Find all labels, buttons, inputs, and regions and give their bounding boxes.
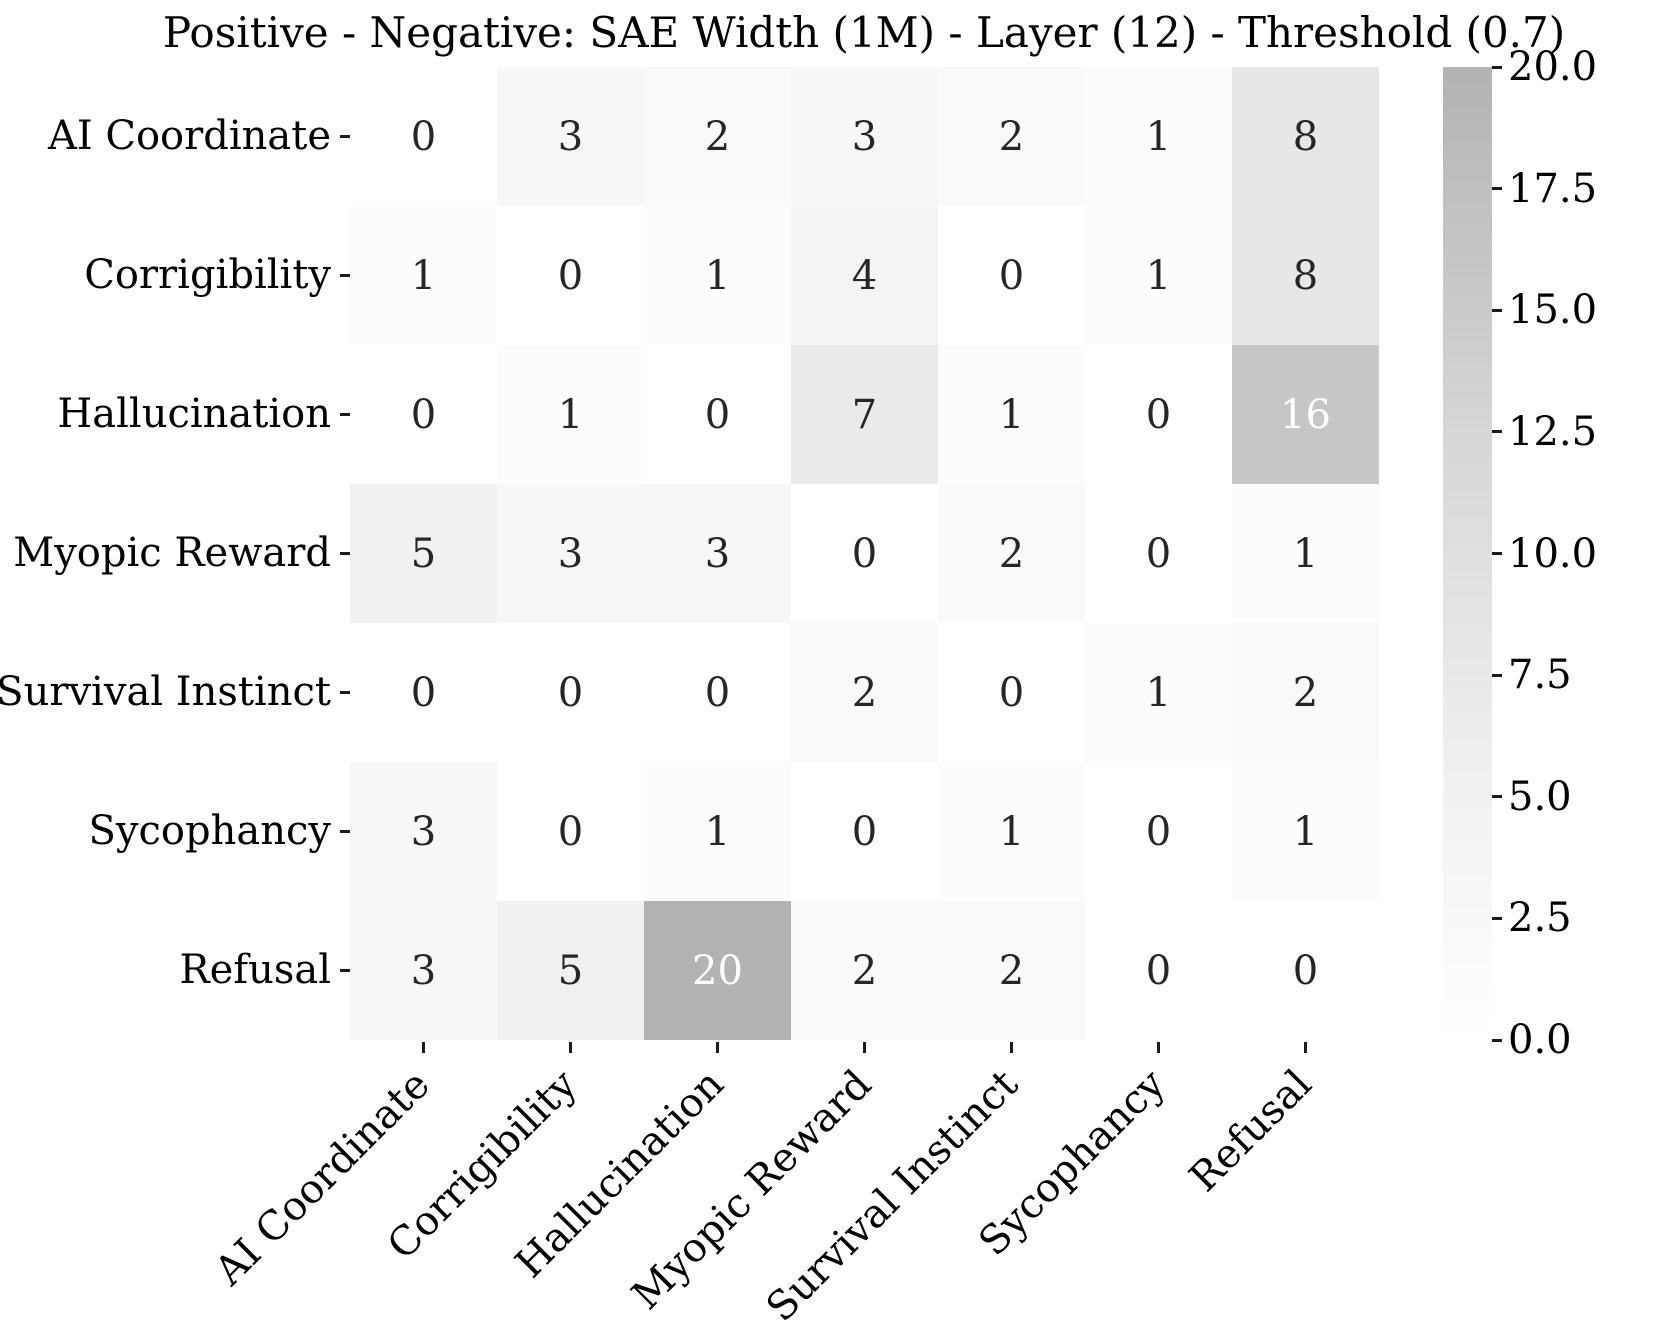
heatmap-cell: 2 bbox=[791, 901, 938, 1040]
colorbar-tick-label: 17.5 bbox=[1508, 165, 1598, 212]
colorbar-tick-mark bbox=[1492, 552, 1502, 555]
heatmap-cell: 1 bbox=[1232, 762, 1379, 901]
heatmap-cell: 0 bbox=[644, 345, 791, 484]
heatmap-cell: 0 bbox=[644, 623, 791, 762]
heatmap-cell: 1 bbox=[1085, 623, 1232, 762]
heatmap-cell: 2 bbox=[938, 67, 1085, 206]
heatmap-cell: 8 bbox=[1232, 206, 1379, 345]
y-tick-mark bbox=[340, 552, 350, 555]
y-tick-mark bbox=[340, 274, 350, 277]
colorbar-tick-label: 12.5 bbox=[1508, 408, 1598, 455]
heatmap-cell: 2 bbox=[1232, 623, 1379, 762]
heatmap-cell: 2 bbox=[791, 623, 938, 762]
y-tick-label: Sycophancy bbox=[88, 807, 331, 854]
heatmap-cell: 1 bbox=[938, 762, 1085, 901]
heatmap-cell: 3 bbox=[350, 901, 497, 1040]
x-tick-mark bbox=[1304, 1042, 1307, 1053]
x-tick-mark bbox=[422, 1042, 425, 1053]
heatmap-cell: 2 bbox=[938, 901, 1085, 1040]
heatmap-cell: 0 bbox=[497, 623, 644, 762]
heatmap-cell: 1 bbox=[644, 206, 791, 345]
colorbar-tick-label: 7.5 bbox=[1508, 652, 1572, 699]
heatmap-cell: 0 bbox=[1232, 901, 1379, 1040]
heatmap-cell: 0 bbox=[1085, 484, 1232, 623]
heatmap-cell: 7 bbox=[791, 345, 938, 484]
heatmap-cell: 0 bbox=[938, 206, 1085, 345]
y-tick-mark bbox=[340, 830, 350, 833]
colorbar-tick-label: 15.0 bbox=[1508, 287, 1598, 334]
x-tick-mark bbox=[1010, 1042, 1013, 1053]
heatmap-cell: 0 bbox=[791, 762, 938, 901]
y-tick-label: Survival Instinct bbox=[0, 668, 331, 715]
heatmap-cell: 0 bbox=[1085, 901, 1232, 1040]
colorbar bbox=[1443, 67, 1492, 1040]
heatmap-cell: 0 bbox=[350, 345, 497, 484]
heatmap-cell: 1 bbox=[1232, 484, 1379, 623]
y-tick-mark bbox=[340, 691, 350, 694]
x-tick-label: Refusal bbox=[1181, 1061, 1321, 1202]
x-tick-mark bbox=[569, 1042, 572, 1053]
colorbar-tick-mark bbox=[1492, 308, 1502, 312]
heatmap-cell: 16 bbox=[1232, 345, 1379, 484]
colorbar-tick-label: 20.0 bbox=[1508, 44, 1598, 90]
heatmap-cell: 5 bbox=[497, 901, 644, 1040]
heatmap-cell: 0 bbox=[1085, 762, 1232, 901]
colorbar-tick-mark bbox=[1492, 65, 1502, 69]
heatmap-cell: 3 bbox=[644, 484, 791, 623]
heatmap-cell: 5 bbox=[350, 484, 497, 623]
x-tick-mark bbox=[1157, 1042, 1160, 1053]
colorbar-tick-mark bbox=[1492, 795, 1502, 799]
y-tick-label: AI Coordinate bbox=[47, 112, 331, 159]
heatmap-cell: 4 bbox=[791, 206, 938, 345]
colorbar-tick-mark bbox=[1492, 916, 1502, 920]
colorbar-tick-mark bbox=[1492, 430, 1502, 434]
x-tick-mark bbox=[716, 1042, 719, 1053]
x-tick-mark bbox=[863, 1042, 866, 1053]
heatmap-cell: 1 bbox=[644, 762, 791, 901]
y-tick-mark bbox=[340, 413, 350, 416]
heatmap-cell: 1 bbox=[1085, 67, 1232, 206]
colorbar-tick-label: 0.0 bbox=[1508, 1017, 1572, 1063]
colorbar-tick-label: 2.5 bbox=[1508, 895, 1572, 942]
heatmap-cell: 2 bbox=[938, 484, 1085, 623]
heatmap-cell: 0 bbox=[497, 206, 644, 345]
colorbar-tick-label: 10.0 bbox=[1508, 530, 1598, 577]
heatmap-cell: 1 bbox=[938, 345, 1085, 484]
y-tick-label: Myopic Reward bbox=[13, 529, 331, 576]
heatmap-cell: 3 bbox=[791, 67, 938, 206]
heatmap-cell: 0 bbox=[497, 762, 644, 901]
heatmap-cell: 20 bbox=[644, 901, 791, 1040]
heatmap-cell: 8 bbox=[1232, 67, 1379, 206]
heatmap-cell: 0 bbox=[791, 484, 938, 623]
y-tick-label: Corrigibility bbox=[84, 251, 331, 298]
heatmap-cell: 3 bbox=[350, 762, 497, 901]
heatmap-cell: 1 bbox=[350, 206, 497, 345]
x-tick-label: Survival Instinct bbox=[757, 1061, 1028, 1329]
colorbar-tick-mark bbox=[1492, 673, 1502, 677]
heatmap-cell: 1 bbox=[497, 345, 644, 484]
heatmap-cell: 2 bbox=[644, 67, 791, 206]
colorbar-tick-label: 5.0 bbox=[1508, 773, 1572, 820]
y-tick-mark bbox=[340, 969, 350, 972]
colorbar-tick-mark bbox=[1492, 187, 1502, 191]
heatmap-cell: 1 bbox=[1085, 206, 1232, 345]
y-tick-label: Refusal bbox=[179, 946, 331, 993]
heatmap-cell: 0 bbox=[350, 67, 497, 206]
y-tick-label: Hallucination bbox=[57, 390, 331, 437]
heatmap-cell: 3 bbox=[497, 67, 644, 206]
heatmap-cell: 3 bbox=[497, 484, 644, 623]
heatmap-cell: 0 bbox=[1085, 345, 1232, 484]
heatmap-cell: 0 bbox=[938, 623, 1085, 762]
chart-title: Positive - Negative: SAE Width (1M) - La… bbox=[162, 8, 1566, 57]
colorbar-tick-mark bbox=[1492, 1038, 1502, 1042]
heatmap-cell: 0 bbox=[350, 623, 497, 762]
y-tick-mark bbox=[340, 135, 350, 138]
